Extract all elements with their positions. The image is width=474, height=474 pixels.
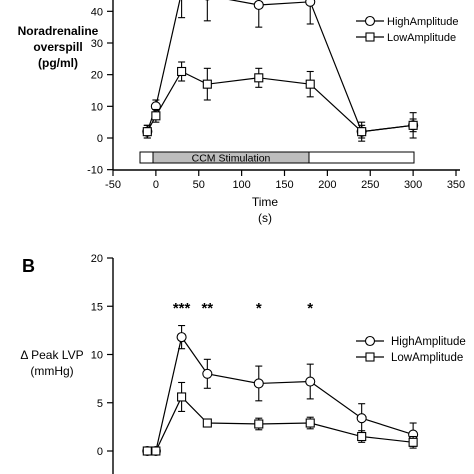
panel-a-point-low	[151, 111, 161, 121]
panel-b-series-line	[147, 335, 414, 452]
panel-b-ytick-label: 0	[97, 446, 103, 458]
legend-a-low-marker	[365, 32, 375, 42]
panel-b-point-low	[142, 446, 152, 456]
panel-b-point-high	[305, 376, 316, 387]
panel-b-series-low	[142, 381, 418, 456]
significance-marker: *	[256, 300, 262, 317]
panel-b-series-line	[147, 395, 414, 452]
legend-a-high-label: HighAmplitude	[387, 16, 459, 28]
panel-a-xtick-label: 200	[318, 179, 336, 191]
panel-a-ylabel-line3: (pg/ml)	[38, 56, 78, 70]
panel-b-legend: HighAmplitude LowAmplitude	[356, 335, 466, 364]
panel-b-point-low	[202, 418, 212, 428]
panel-b-ylabel-line2: (mmHg)	[30, 364, 73, 378]
panel-b-point-high	[176, 332, 187, 343]
panel-a-point-low	[202, 79, 212, 89]
panel-b-point-high	[253, 378, 264, 389]
stimulation-bar: CCM Stimulation	[139, 151, 415, 165]
panel-b-label: B	[22, 256, 35, 276]
panel-a-y-ticks: -10 0 10 20 30 40	[87, 6, 113, 177]
panel-b-point-low	[408, 437, 418, 447]
panel-a-ytick-label: 40	[91, 6, 103, 18]
significance-marker: *	[307, 300, 313, 317]
panel-a-ytick-label: 0	[97, 133, 103, 145]
significance-markers: *** ** * *	[173, 300, 313, 317]
panel-a-xlabel-line2: (s)	[258, 211, 272, 225]
panel-a-ytick-label: -10	[87, 165, 103, 177]
panel-a-series-low	[142, 61, 418, 139]
panel-a-ytick-label: 20	[91, 70, 103, 82]
panel-b-point-low	[357, 431, 367, 442]
panel-a-ytick-label: 30	[91, 38, 103, 50]
panel-a-ylabel-line1: Noradrenaline	[18, 24, 99, 38]
panel-a-ylabel-line2: overspill	[33, 40, 82, 54]
legend-a-high-marker	[364, 15, 376, 27]
panel-a-xtick-label: 350	[447, 179, 465, 191]
panel-b-ytick-label: 10	[91, 350, 103, 362]
panel-a-ytick-label: 10	[91, 101, 103, 113]
panel-a-legend: HighAmplitude LowAmplitude	[356, 15, 459, 44]
panel-b-series	[142, 324, 419, 457]
legend-b-low-marker	[365, 352, 375, 362]
panel-b-ylabel-line1: Δ Peak LVP	[20, 348, 83, 362]
panel-b-ytick-label: 15	[91, 301, 103, 313]
panel-a-point-high	[305, 0, 316, 7]
panel-a-xtick-label: 150	[275, 179, 293, 191]
significance-marker: **	[201, 300, 213, 317]
panel-a-point-low	[142, 127, 152, 137]
panel-b-ytick-label: 20	[91, 253, 103, 265]
panel-a-xtick-label: -50	[105, 179, 121, 191]
panel-a-point-low	[305, 79, 315, 89]
panel-a-xtick-label: 300	[404, 179, 422, 191]
panel-b-point-low	[254, 419, 264, 429]
panel-a-point-low	[177, 66, 187, 77]
stimulation-label: CCM Stimulation	[192, 153, 271, 165]
legend-b-low-label: LowAmplitude	[391, 352, 463, 364]
panel-a-xtick-label: 0	[153, 179, 159, 191]
panel-a-xtick-label: 50	[193, 179, 205, 191]
panel-b-point-low	[151, 446, 161, 456]
panel-a-series-line	[146, 0, 414, 133]
panel-a-series	[142, 0, 419, 142]
panel-a-xtick-label: 100	[232, 179, 250, 191]
panel-b-ytick-label: 5	[97, 398, 103, 410]
panel-a-xlabel-line1: Time	[252, 195, 279, 209]
legend-b-high-marker	[364, 335, 376, 347]
significance-marker: ***	[173, 300, 191, 317]
panel-b-point-high	[202, 368, 213, 379]
panel-a-point-low	[357, 127, 367, 137]
panel-a-series-line	[146, 70, 414, 133]
panel-b-point-high	[356, 413, 367, 424]
legend-b-high-label: HighAmplitude	[391, 336, 466, 348]
panel-b-y-ticks: 0 5 10 15 20	[91, 253, 113, 458]
legend-a-low-label: LowAmplitude	[387, 32, 456, 44]
panel-a-x-ticks: -50 0 50 100 150 200 250 300 350	[105, 170, 465, 191]
panel-a-xtick-label: 250	[361, 179, 379, 191]
panel-a-point-high	[253, 0, 264, 11]
panel-b-point-low	[305, 418, 315, 428]
panel-a-point-low	[254, 73, 264, 83]
panel-a-point-low	[408, 120, 418, 130]
panel-b-series-high	[142, 324, 419, 457]
panel-b-point-low	[177, 392, 187, 402]
stimulation-box	[152, 151, 310, 164]
panel-a: Noradrenaline overspill (pg/ml) -10 0 10 20…	[18, 0, 465, 225]
